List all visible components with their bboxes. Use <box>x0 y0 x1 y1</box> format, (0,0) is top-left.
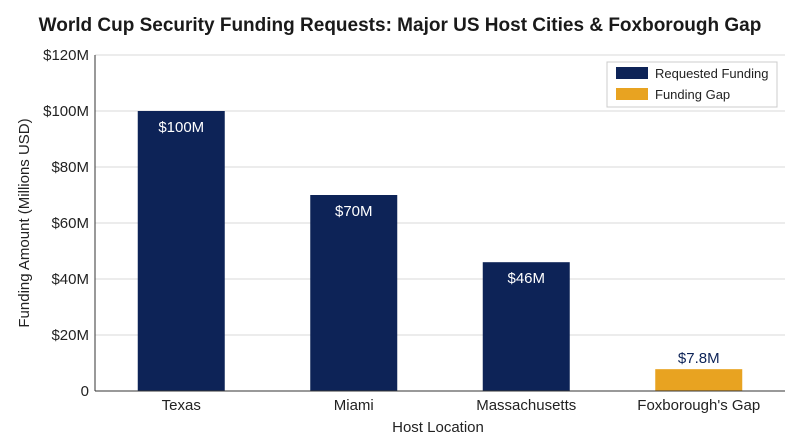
y-tick-label: 0 <box>81 383 89 400</box>
y-tick-label: $40M <box>51 271 89 288</box>
bar <box>137 111 225 391</box>
x-tick-label: Texas <box>162 397 201 414</box>
x-axis-ticks: Texas Miami Massachusetts Foxborough's Gap <box>162 397 761 414</box>
legend-swatch-requested-funding <box>616 67 648 79</box>
y-tick-label: $100M <box>43 103 89 120</box>
legend-label-requested-funding: Requested Funding <box>655 66 768 81</box>
bars-group: $100M $70M $46M $7.8M <box>137 111 743 391</box>
legend-label-funding-gap: Funding Gap <box>655 87 730 102</box>
y-tick-label: $20M <box>51 327 89 344</box>
y-tick-label: $120M <box>43 47 89 64</box>
x-axis-title: Host Location <box>392 419 484 436</box>
bar-value-label: $46M <box>507 270 545 287</box>
y-tick-label: $60M <box>51 215 89 232</box>
legend-swatch-funding-gap <box>616 88 648 100</box>
x-tick-label: Miami <box>334 397 374 414</box>
bar <box>310 195 398 391</box>
bar-value-label: $70M <box>335 203 373 220</box>
bar <box>482 262 570 391</box>
legend: Requested Funding Funding Gap <box>606 61 778 108</box>
bar-value-label: $100M <box>158 119 204 136</box>
y-tick-label: $80M <box>51 159 89 176</box>
bar <box>655 369 743 391</box>
x-tick-label: Massachusetts <box>476 397 576 414</box>
y-axis-title: Funding Amount (Millions USD) <box>16 118 33 327</box>
x-tick-label: Foxborough's Gap <box>637 397 760 414</box>
bar-value-label: $7.8M <box>678 350 720 367</box>
y-axis-ticks: 0 $20M $40M $60M $80M $100M $120M <box>43 47 89 400</box>
chart-title: World Cup Security Funding Requests: Maj… <box>39 15 762 36</box>
